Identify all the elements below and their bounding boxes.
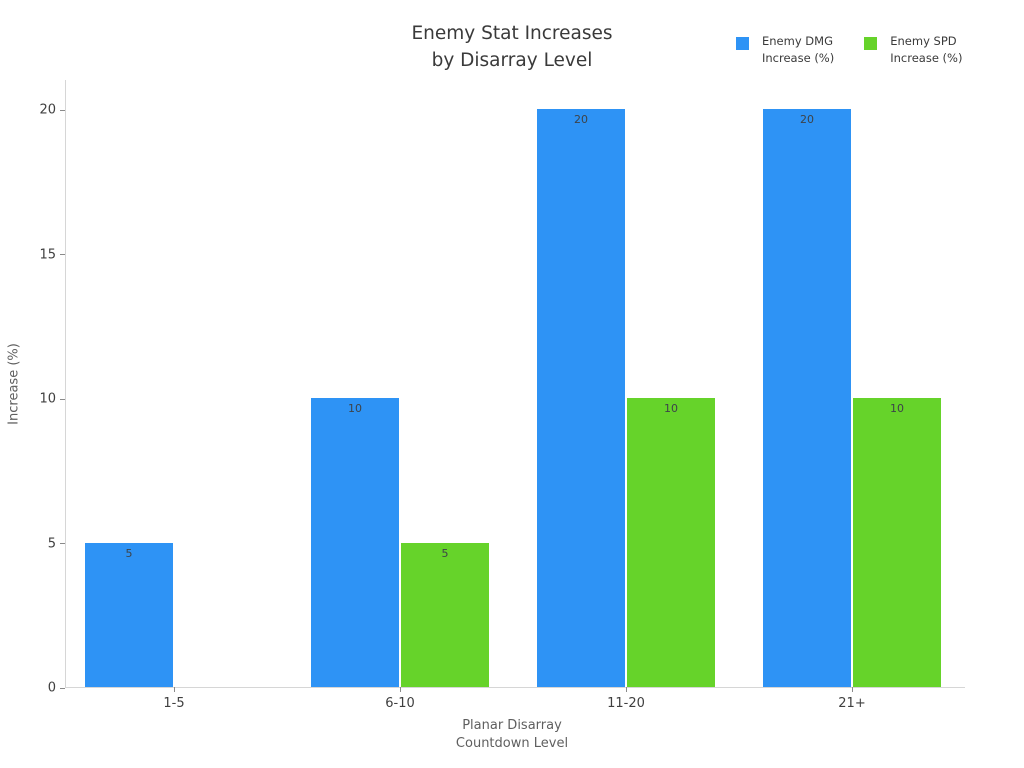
legend-label-spd: Enemy SPD Increase (%) bbox=[890, 33, 962, 67]
spd-series-swatch-icon bbox=[864, 37, 878, 50]
dmg-bar: 20 bbox=[537, 109, 625, 687]
x-tick-mark bbox=[852, 687, 853, 692]
y-tick-label: 5 bbox=[47, 536, 56, 551]
spd-bar: 10 bbox=[853, 398, 941, 687]
legend-item-spd: Enemy SPD Increase (%) bbox=[864, 33, 962, 67]
x-tick-mark bbox=[626, 687, 627, 692]
bar-value-label: 5 bbox=[125, 546, 133, 560]
chart-title: Enemy Stat Increases by Disarray Level bbox=[262, 20, 762, 74]
x-tick-label: 21+ bbox=[838, 696, 866, 711]
chart-title-line-1: Enemy Stat Increases bbox=[411, 23, 613, 44]
y-tick-label: 10 bbox=[39, 391, 56, 407]
legend: Enemy DMG Increase (%) Enemy SPD Increas… bbox=[736, 33, 962, 67]
legend-item-dmg: Enemy DMG Increase (%) bbox=[736, 33, 834, 67]
dmg-bar: 10 bbox=[311, 398, 399, 687]
legend-label-spd-line-2: Increase (%) bbox=[890, 51, 963, 65]
y-tick-label: 0 bbox=[47, 680, 56, 696]
y-axis-title: Increase (%) bbox=[6, 343, 22, 425]
bar-value-label: 20 bbox=[574, 113, 588, 126]
x-axis-title-line-1: Planar Disarray bbox=[462, 718, 562, 733]
y-tick-mark bbox=[60, 254, 65, 255]
x-axis-title: Planar Disarray Countdown Level bbox=[362, 717, 662, 753]
bar-value-label: 10 bbox=[348, 402, 362, 415]
chart-title-line-2: by Disarray Level bbox=[431, 50, 593, 71]
dmg-series-swatch-icon bbox=[736, 37, 749, 50]
x-tick-label: 1-5 bbox=[163, 696, 185, 711]
bar-value-label: 10 bbox=[890, 402, 904, 415]
dmg-bar: 20 bbox=[763, 109, 851, 687]
y-tick-mark bbox=[60, 398, 65, 400]
y-tick-mark bbox=[60, 109, 65, 111]
bar-value-label: 10 bbox=[664, 402, 678, 415]
y-tick-label: 15 bbox=[39, 247, 56, 262]
bar-value-label: 20 bbox=[800, 113, 814, 126]
y-tick-mark bbox=[60, 543, 65, 544]
legend-label-dmg-line-1: Enemy DMG bbox=[762, 34, 833, 48]
dmg-bar: 5 bbox=[85, 542, 173, 687]
legend-label-dmg-line-2: Increase (%) bbox=[762, 51, 835, 65]
legend-label-dmg: Enemy DMG Increase (%) bbox=[762, 33, 834, 67]
x-axis-title-line-2: Countdown Level bbox=[455, 736, 569, 751]
x-tick-mark bbox=[400, 687, 401, 692]
x-tick-mark bbox=[174, 687, 175, 692]
spd-bar: 10 bbox=[627, 398, 715, 687]
x-tick-label: 11-20 bbox=[607, 696, 645, 711]
y-tick-mark bbox=[60, 687, 65, 689]
bar-value-label: 5 bbox=[441, 546, 449, 560]
legend-label-spd-line-1: Enemy SPD bbox=[890, 34, 957, 48]
x-tick-label: 6-10 bbox=[385, 696, 415, 711]
spd-bar: 5 bbox=[401, 542, 489, 687]
plot-area: 0 5 10 15 20 1-5 5 6-10 10 5 11-20 20 10 21+ 20 10 bbox=[39, 80, 965, 711]
y-tick-label: 20 bbox=[39, 102, 56, 118]
